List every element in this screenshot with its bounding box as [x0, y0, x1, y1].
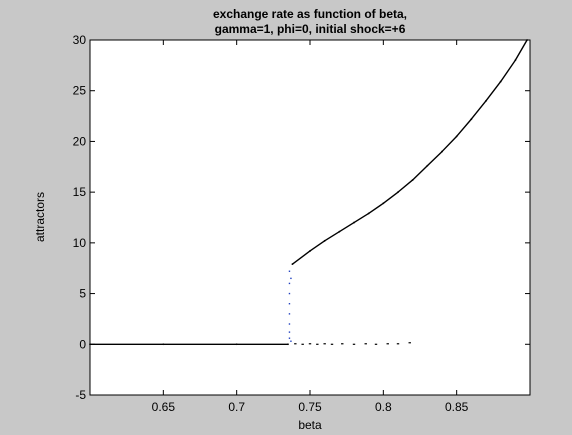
y-tick-label: 25 — [73, 84, 87, 98]
series-segment — [309, 240, 326, 252]
near-zero-point — [396, 343, 400, 345]
x-tick-label: 0.75 — [298, 400, 322, 414]
series-point — [353, 221, 355, 224]
series-point — [411, 179, 414, 181]
series-point — [526, 39, 528, 41]
transition-point — [288, 292, 291, 295]
transition-point — [288, 331, 291, 333]
chart-title-line-1: exchange rate as function of beta, — [213, 7, 407, 21]
y-tick-label: 10 — [73, 236, 87, 250]
series-point — [470, 118, 473, 121]
series-point — [426, 164, 429, 167]
series-point — [485, 99, 487, 102]
series-point — [235, 343, 238, 346]
x-tick-label: 0.65 — [152, 400, 176, 414]
y-tick-label: -5 — [75, 388, 86, 402]
data-layer — [89, 39, 528, 346]
near-zero-point — [308, 343, 312, 345]
transition-point — [288, 303, 291, 305]
x-tick-label: 0.85 — [445, 400, 469, 414]
transition-point — [288, 270, 291, 272]
transition-point — [290, 277, 292, 280]
series-point — [338, 230, 341, 233]
series-point — [309, 250, 311, 252]
transition-point — [288, 323, 291, 325]
series-point — [397, 191, 399, 194]
y-tick-label: 20 — [73, 134, 87, 148]
series-segment — [338, 221, 355, 233]
series-segment — [514, 39, 528, 61]
near-zero-point — [408, 342, 411, 344]
series-segment — [397, 179, 414, 193]
series-segment — [324, 231, 340, 242]
series-point — [499, 80, 502, 83]
series-point — [323, 239, 326, 242]
near-zero-point — [386, 343, 389, 345]
series-segment — [456, 118, 472, 137]
series-segment — [441, 135, 458, 153]
series-point — [291, 263, 294, 266]
series-point — [514, 59, 517, 62]
series-segment — [500, 59, 516, 82]
y-tick-label: 5 — [79, 287, 86, 301]
x-tick-label: 0.8 — [375, 400, 392, 414]
near-zero-point — [364, 343, 367, 345]
transition-point — [288, 282, 291, 285]
near-zero-point — [341, 343, 344, 345]
transition-point — [288, 313, 291, 315]
y-tick-label: 30 — [73, 33, 87, 47]
near-zero-point — [352, 343, 356, 345]
series-segment — [485, 81, 502, 102]
near-zero-point — [301, 343, 304, 345]
series-point — [441, 150, 443, 153]
chart-title-line-2: gamma=1, phi=0, initial shock=+6 — [215, 22, 406, 36]
x-axis-label: beta — [298, 418, 322, 432]
series-segment — [353, 212, 370, 224]
y-axis-ticks: -5 0 5 10 15 20 25 30 — [73, 33, 530, 402]
plot-area — [89, 39, 531, 396]
x-tick-label: 0.7 — [228, 400, 245, 414]
series-segment — [426, 151, 443, 167]
series-segment — [291, 250, 311, 265]
y-tick-label: 15 — [73, 185, 87, 199]
series-segment — [382, 191, 399, 204]
near-zero-point — [323, 343, 326, 345]
series-point — [89, 343, 91, 346]
series-point — [382, 202, 385, 205]
series-segment — [412, 165, 428, 181]
transition-point — [288, 337, 291, 339]
series-point — [367, 212, 370, 215]
near-zero-point — [316, 343, 319, 345]
series-point — [287, 343, 289, 346]
near-zero-point — [374, 343, 378, 345]
series-point — [455, 135, 458, 138]
near-zero-point — [330, 343, 334, 345]
series-segment — [368, 202, 384, 215]
transition-point — [290, 340, 292, 342]
series-point — [162, 343, 165, 346]
near-zero-point — [294, 343, 297, 345]
series-segment — [470, 100, 487, 120]
x-axis-ticks: 0.65 0.7 0.75 0.8 0.85 — [152, 40, 469, 414]
y-axis-label: attractors — [33, 192, 47, 242]
y-tick-label: 0 — [79, 337, 86, 351]
